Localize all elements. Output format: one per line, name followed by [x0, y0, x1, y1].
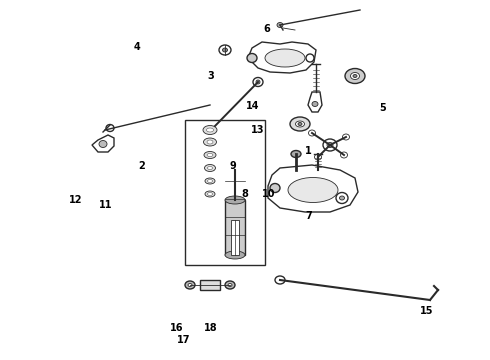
- Ellipse shape: [99, 140, 107, 148]
- Ellipse shape: [222, 48, 227, 52]
- Ellipse shape: [340, 196, 344, 200]
- Ellipse shape: [290, 117, 310, 131]
- Text: 8: 8: [242, 189, 248, 199]
- Polygon shape: [308, 92, 322, 112]
- Text: 10: 10: [262, 189, 275, 199]
- Ellipse shape: [353, 75, 357, 77]
- Text: 16: 16: [170, 323, 183, 333]
- Ellipse shape: [306, 54, 314, 62]
- Text: 2: 2: [139, 161, 146, 171]
- Ellipse shape: [203, 126, 217, 135]
- Text: 6: 6: [264, 24, 270, 34]
- Text: 15: 15: [419, 306, 433, 316]
- Ellipse shape: [219, 45, 231, 55]
- Text: 1: 1: [305, 146, 312, 156]
- Ellipse shape: [295, 121, 304, 127]
- Ellipse shape: [207, 153, 213, 157]
- Ellipse shape: [256, 80, 260, 84]
- Ellipse shape: [312, 102, 318, 107]
- Ellipse shape: [309, 130, 316, 136]
- Text: 14: 14: [245, 101, 259, 111]
- Text: 4: 4: [134, 42, 141, 52]
- Ellipse shape: [206, 128, 214, 132]
- Ellipse shape: [341, 152, 347, 158]
- Ellipse shape: [207, 166, 213, 170]
- Text: 17: 17: [177, 335, 191, 345]
- Ellipse shape: [205, 191, 215, 197]
- Text: 9: 9: [229, 161, 236, 171]
- Ellipse shape: [288, 177, 338, 202]
- Ellipse shape: [277, 23, 283, 27]
- Ellipse shape: [188, 284, 192, 287]
- Ellipse shape: [204, 165, 216, 171]
- Ellipse shape: [345, 68, 365, 84]
- Ellipse shape: [225, 196, 245, 204]
- Ellipse shape: [203, 138, 217, 146]
- Ellipse shape: [205, 178, 215, 184]
- Ellipse shape: [253, 77, 263, 86]
- Ellipse shape: [270, 184, 280, 193]
- Ellipse shape: [265, 49, 305, 67]
- Ellipse shape: [323, 139, 337, 151]
- Text: 7: 7: [305, 211, 312, 221]
- Ellipse shape: [315, 154, 321, 160]
- Ellipse shape: [350, 72, 360, 80]
- Ellipse shape: [207, 180, 213, 183]
- Ellipse shape: [336, 193, 348, 203]
- Text: 11: 11: [98, 200, 112, 210]
- Polygon shape: [248, 42, 316, 73]
- Text: 12: 12: [69, 195, 83, 205]
- Ellipse shape: [291, 150, 301, 158]
- Bar: [200, 280, 220, 290]
- Text: 5: 5: [379, 103, 386, 113]
- Ellipse shape: [225, 281, 235, 289]
- Ellipse shape: [185, 281, 195, 289]
- Ellipse shape: [207, 140, 213, 144]
- Ellipse shape: [204, 152, 216, 158]
- Polygon shape: [268, 165, 358, 212]
- Text: 18: 18: [204, 323, 218, 333]
- Ellipse shape: [213, 124, 218, 128]
- Ellipse shape: [275, 276, 285, 284]
- Polygon shape: [92, 135, 114, 152]
- Text: 3: 3: [207, 71, 214, 81]
- Ellipse shape: [327, 143, 333, 148]
- Ellipse shape: [225, 251, 245, 259]
- Bar: [185, 120, 265, 265]
- Ellipse shape: [298, 122, 302, 126]
- Ellipse shape: [209, 121, 221, 131]
- Text: 13: 13: [250, 125, 264, 135]
- Ellipse shape: [207, 193, 213, 195]
- Ellipse shape: [247, 54, 257, 63]
- Ellipse shape: [106, 125, 114, 131]
- Ellipse shape: [228, 284, 232, 287]
- Bar: [225, 200, 245, 255]
- Bar: [231, 220, 239, 255]
- Ellipse shape: [343, 134, 349, 140]
